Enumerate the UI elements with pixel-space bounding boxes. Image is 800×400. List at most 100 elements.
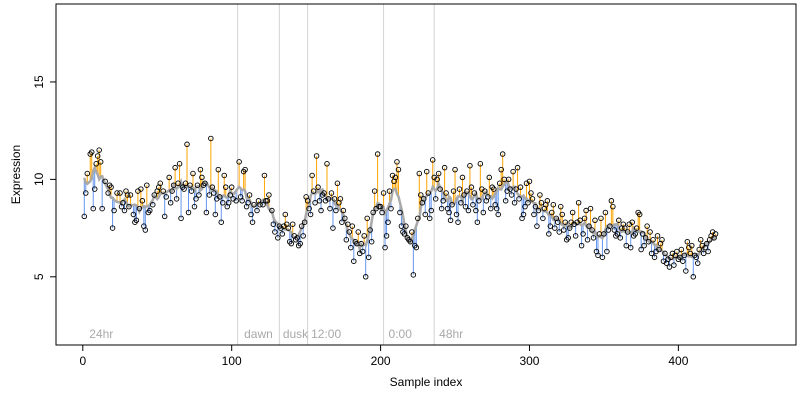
data-point xyxy=(279,231,286,237)
data-point xyxy=(246,192,253,198)
data-point xyxy=(167,200,174,206)
data-point xyxy=(703,240,710,247)
data-point xyxy=(647,229,653,235)
data-point xyxy=(333,207,339,214)
data-point xyxy=(191,203,198,210)
plot-frame xyxy=(55,3,797,346)
data-point xyxy=(599,254,606,261)
data-point xyxy=(705,248,711,255)
data-point xyxy=(580,231,586,237)
data-point xyxy=(102,178,108,185)
data-point xyxy=(443,190,449,196)
data-point xyxy=(169,188,175,194)
data-point xyxy=(397,209,403,216)
data-point xyxy=(528,190,534,196)
data-point xyxy=(109,225,116,231)
data-point xyxy=(425,190,431,196)
data-point xyxy=(641,242,647,249)
data-point xyxy=(502,198,509,204)
data-point xyxy=(340,207,347,214)
data-point xyxy=(659,237,665,243)
data-point xyxy=(458,200,464,206)
data-point xyxy=(549,209,555,216)
data-point xyxy=(520,211,527,218)
data-point xyxy=(124,192,131,198)
data-point xyxy=(285,225,292,231)
data-point xyxy=(111,207,117,214)
data-point xyxy=(147,207,153,214)
data-point xyxy=(379,209,385,216)
data-point xyxy=(93,161,99,167)
data-point xyxy=(623,242,630,249)
data-point xyxy=(310,188,317,194)
data-point xyxy=(275,235,281,241)
period-label: 0:00 xyxy=(389,327,413,341)
data-point xyxy=(318,207,324,214)
data-point xyxy=(608,198,615,204)
data-point xyxy=(557,203,564,210)
data-point xyxy=(301,219,308,225)
data-point xyxy=(84,170,91,177)
data-point xyxy=(648,250,655,257)
data-point xyxy=(572,233,579,239)
data-point xyxy=(144,182,150,188)
data-point xyxy=(544,198,551,204)
data-point xyxy=(380,190,387,196)
data-point xyxy=(531,211,537,218)
data-point xyxy=(227,192,233,198)
data-point xyxy=(556,229,563,235)
data-point xyxy=(632,231,638,237)
data-point xyxy=(233,198,239,204)
data-point xyxy=(120,200,126,206)
data-point xyxy=(339,219,345,225)
data-point xyxy=(462,203,469,210)
data-point xyxy=(550,201,557,208)
data-point xyxy=(577,217,583,224)
data-point xyxy=(654,233,661,239)
data-point xyxy=(367,227,373,233)
data-point xyxy=(529,196,536,202)
data-point xyxy=(170,182,177,188)
data-point xyxy=(498,166,504,173)
data-point xyxy=(248,211,254,218)
data-point xyxy=(674,248,680,255)
data-point xyxy=(581,215,588,222)
data-point xyxy=(266,192,272,198)
data-point xyxy=(208,135,214,142)
data-point xyxy=(409,229,415,235)
y-tick-label: 5 xyxy=(32,273,46,280)
data-point xyxy=(385,219,391,225)
data-point xyxy=(196,192,202,198)
data-point xyxy=(566,225,573,231)
data-point xyxy=(584,237,591,243)
data-point xyxy=(272,229,278,235)
data-point xyxy=(309,172,315,179)
data-point xyxy=(604,248,610,255)
data-point xyxy=(595,252,601,259)
period-label: 48hr xyxy=(439,327,463,341)
data-point xyxy=(187,182,193,188)
data-point xyxy=(114,190,120,196)
data-point xyxy=(510,168,516,175)
data-point xyxy=(467,162,473,169)
data-point xyxy=(677,254,683,261)
data-point xyxy=(395,166,402,173)
x-axis: 0 100 200 300 400 xyxy=(79,344,689,368)
data-point xyxy=(157,180,163,187)
data-point xyxy=(313,153,320,159)
data-point xyxy=(176,161,183,167)
data-point xyxy=(629,219,635,225)
data-point xyxy=(614,231,621,237)
data-point xyxy=(477,161,484,167)
data-point xyxy=(212,211,219,218)
x-tick-label: 0 xyxy=(79,354,86,368)
data-point xyxy=(348,244,354,251)
data-point xyxy=(328,190,335,196)
data-point xyxy=(508,192,515,198)
data-point xyxy=(410,272,417,278)
data-point xyxy=(249,219,256,225)
data-point xyxy=(269,207,275,214)
data-point xyxy=(423,168,430,175)
data-point xyxy=(337,196,344,202)
data-point xyxy=(499,151,506,157)
